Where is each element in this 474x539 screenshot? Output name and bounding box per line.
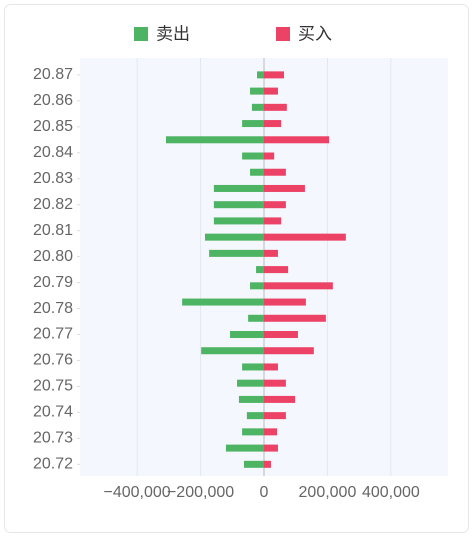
bar [264, 249, 278, 257]
y-tick-label: 20.87 [33, 66, 73, 83]
bar [264, 120, 282, 128]
bar [242, 363, 264, 371]
bar [256, 266, 264, 274]
y-tick-label: 20.78 [33, 300, 73, 317]
y-tick-label: 20.76 [33, 352, 73, 369]
bar [242, 152, 264, 160]
bar [250, 168, 264, 176]
bar [209, 249, 264, 257]
y-tick-label: 20.80 [33, 248, 73, 265]
bar [264, 136, 330, 144]
bar [242, 120, 264, 128]
bar [213, 201, 264, 209]
bar [264, 363, 278, 371]
bar [264, 71, 284, 79]
y-tick-label: 20.83 [33, 170, 73, 187]
bar [204, 233, 264, 241]
x-tick-label: 0 [260, 484, 269, 501]
bar [251, 103, 264, 111]
bar [264, 217, 282, 225]
bar [264, 103, 287, 111]
bar [264, 233, 346, 241]
bar [242, 428, 264, 436]
bar [264, 201, 286, 209]
bar [264, 395, 296, 403]
y-tick-label: 20.72 [33, 456, 73, 473]
bar [248, 314, 264, 322]
y-tick-label: 20.75 [33, 378, 73, 395]
bar [237, 379, 264, 387]
y-tick-label: 20.79 [33, 274, 73, 291]
bar [213, 184, 264, 192]
bar [257, 71, 264, 79]
bar [250, 282, 264, 290]
y-tick-label: 20.85 [33, 118, 73, 135]
bar [230, 331, 264, 339]
bar [264, 347, 314, 355]
bar [264, 460, 271, 468]
bar [238, 395, 264, 403]
bar [264, 444, 278, 452]
y-tick-label: 20.86 [33, 92, 73, 109]
bar [165, 136, 264, 144]
bar [264, 266, 289, 274]
bar [264, 428, 278, 436]
bar [264, 298, 306, 306]
y-tick-label: 20.73 [33, 430, 73, 447]
legend-label: 卖出 [156, 24, 190, 43]
bar [244, 460, 264, 468]
bar [264, 331, 298, 339]
y-tick-label: 20.82 [33, 196, 73, 213]
y-tick-label: 20.77 [33, 326, 73, 343]
bar [264, 412, 286, 420]
bar [264, 184, 305, 192]
y-tick-label: 20.81 [33, 222, 73, 239]
bar [225, 444, 264, 452]
y-tick-label: 20.84 [33, 144, 73, 161]
bar [201, 347, 264, 355]
x-tick-label: 200,000 [299, 484, 357, 501]
legend-swatch [276, 27, 290, 41]
bar [264, 87, 278, 95]
x-tick-label: −400,000 [104, 484, 171, 501]
bar [264, 379, 286, 387]
y-tick-label: 20.74 [33, 404, 73, 421]
x-tick-label: −200,000 [167, 484, 234, 501]
bar [246, 412, 264, 420]
bar [264, 282, 333, 290]
bar [250, 87, 264, 95]
bar [264, 314, 326, 322]
bar [264, 168, 286, 176]
bar [213, 217, 264, 225]
legend-label: 买入 [298, 24, 332, 43]
bar [182, 298, 264, 306]
bar [264, 152, 275, 160]
legend-swatch [134, 27, 148, 41]
x-tick-label: 400,000 [362, 484, 420, 501]
